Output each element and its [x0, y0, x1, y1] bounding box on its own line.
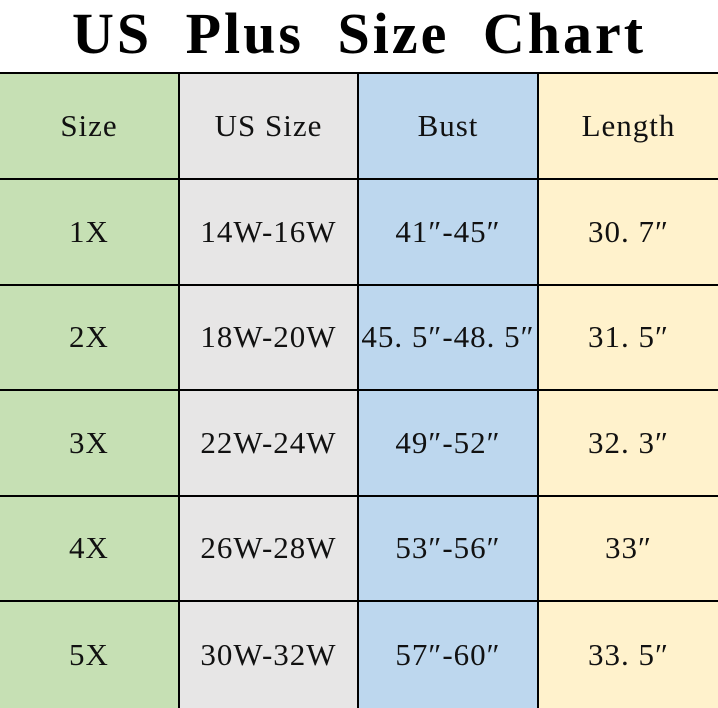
size-cell: 3X	[0, 389, 178, 495]
header-bust: Bust	[357, 72, 537, 178]
page-title: US Plus Size Chart	[71, 1, 647, 66]
bust-cell: 49″-52″	[357, 389, 537, 495]
bust-cell: 53″-56″	[357, 494, 537, 600]
length-cell: 31. 5″	[537, 283, 718, 389]
us-size-cell: 18W-20W	[178, 283, 357, 389]
length-cell: 30. 7″	[537, 178, 718, 284]
us-size-cell: 22W-24W	[178, 389, 357, 495]
length-cell: 33. 5″	[537, 600, 718, 708]
us-size-cell: 30W-32W	[178, 600, 357, 708]
size-cell: 4X	[0, 494, 178, 600]
bust-cell: 45. 5″-48. 5″	[357, 283, 537, 389]
header-us-size: US Size	[178, 72, 357, 178]
header-size: Size	[0, 72, 178, 178]
bust-cell: 41″-45″	[357, 178, 537, 284]
bust-cell: 57″-60″	[357, 600, 537, 708]
us-size-cell: 26W-28W	[178, 494, 357, 600]
header-length: Length	[537, 72, 718, 178]
size-cell: 2X	[0, 283, 178, 389]
length-cell: 33″	[537, 494, 718, 600]
size-cell: 1X	[0, 178, 178, 284]
us-size-cell: 14W-16W	[178, 178, 357, 284]
size-chart-table: Size US Size Bust Length 1X 14W-16W 41″-…	[0, 72, 718, 708]
length-cell: 32. 3″	[537, 389, 718, 495]
size-cell: 5X	[0, 600, 178, 708]
